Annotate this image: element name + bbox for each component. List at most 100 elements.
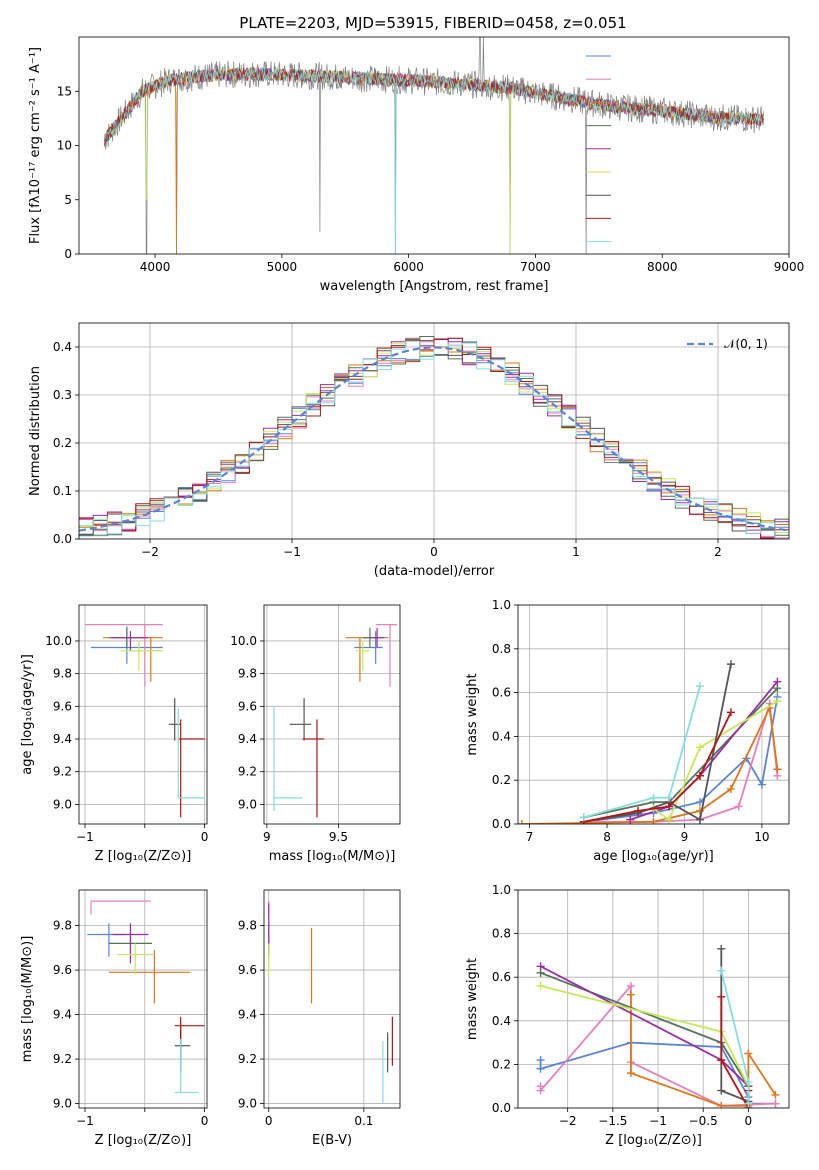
weight-marker	[734, 802, 743, 811]
x-tick-label: −1	[283, 545, 301, 559]
weight-marker	[717, 1086, 726, 1095]
x-tick-label: 2	[714, 545, 722, 559]
errorbar-point	[174, 1016, 205, 1060]
axes-frame	[263, 889, 401, 1109]
weight-line-5	[540, 985, 750, 1087]
y-tick-label: 0.3	[53, 388, 72, 402]
weight-marker	[717, 966, 726, 975]
y-tick-label: 9.2	[238, 1052, 257, 1066]
y-tick-label: 0.0	[492, 817, 511, 831]
x-tick-label: −0.5	[689, 1114, 718, 1128]
weight-marker	[634, 806, 643, 815]
y-tick-label: 0.4	[492, 729, 511, 743]
x-tick-label: 1	[572, 545, 580, 559]
panel-spectrum: 4000 5000 6000 7000 8000 9000 0 5 10 15 wavelength…	[28, 36, 805, 294]
errorbar-point	[84, 624, 163, 687]
errorbar-point	[117, 943, 154, 975]
weight-marker	[536, 1056, 545, 1065]
panel-residual-hist: −2 −1 0 1 2 0.0 0.1 0.2 0.3 0.4 (data-model)/error…	[28, 322, 790, 579]
weight-marker	[664, 793, 673, 802]
errorbar-point	[273, 706, 303, 811]
x-tick-label: 9	[681, 830, 689, 844]
x-tick-label: 0	[265, 1114, 273, 1128]
weight-marker	[726, 784, 735, 793]
model-spectrum-8	[104, 67, 764, 254]
legend-entry: 𝒩(0, 1)	[724, 337, 768, 351]
y-tick-label: 5	[64, 193, 72, 207]
x-axis-label: mass [log₁₀(M/M⊙)]	[269, 849, 396, 864]
panel-massweight-vs-age: 7 8 9 10 0.0 0.2 0.4 0.6 0.8 1.0 age [log₁₀(age/yr…	[465, 598, 790, 864]
y-tick-label: 0.4	[492, 1014, 511, 1028]
y-tick-label: 9.6	[238, 963, 257, 977]
y-tick-label: 9.8	[53, 919, 72, 933]
y-tick-label: 0.0	[53, 532, 72, 546]
chart-layer: 4000 5000 6000 7000 8000 9000051015wavelength…	[20, 36, 805, 1148]
errorbar-point	[174, 1023, 191, 1073]
weight-marker	[626, 990, 635, 999]
y-tick-label: 0.2	[492, 773, 511, 787]
x-tick-label: 0	[430, 545, 438, 559]
weight-marker	[664, 815, 673, 824]
x-axis-label: Z [log₁₀(Z/Z⊙)]	[605, 1133, 702, 1148]
errorbar-point	[177, 707, 205, 799]
y-tick-label: 0.8	[492, 927, 511, 941]
histogram-7	[79, 337, 789, 539]
y-tick-label: 0.2	[492, 1057, 511, 1071]
x-tick-label: 9000	[774, 260, 805, 274]
y-tick-label: 9.8	[238, 667, 257, 681]
y-tick-label: 9.2	[53, 1052, 72, 1066]
y-tick-label: 9.4	[238, 1008, 257, 1022]
panel-mass-vs-ebv: 0 0.1 9.0 9.2 9.4 9.6 9.8 E(B-V)	[238, 889, 401, 1148]
x-tick-label: 8000	[647, 260, 678, 274]
weight-marker	[773, 697, 782, 706]
errorbar-point	[112, 923, 149, 964]
y-tick-label: 10.0	[230, 634, 257, 648]
y-tick-label: 9.4	[238, 732, 257, 746]
plot-area	[264, 890, 400, 1108]
x-tick-label: −1	[76, 830, 94, 844]
x-axis-label: age [log₁₀(age/yr)]	[593, 849, 714, 864]
y-tick-label: 9.0	[238, 797, 257, 811]
y-axis-label: mass [log₁₀(M/M⊙)]	[20, 936, 35, 1063]
weight-line-3	[583, 687, 779, 819]
x-axis-label: wavelength [Angstrom, rest frame]	[320, 279, 549, 294]
weight-marker	[771, 1090, 780, 1099]
plot-area	[79, 605, 207, 824]
y-tick-label: 10.0	[45, 634, 72, 648]
x-axis-label: Z [log₁₀(Z/Z⊙)]	[95, 849, 192, 864]
plot-area	[79, 890, 207, 1108]
weight-line-2	[630, 994, 777, 1107]
weight-marker	[726, 660, 735, 669]
weight-marker	[536, 1086, 545, 1095]
y-tick-label: 9.0	[238, 1097, 257, 1111]
x-tick-label: −1.5	[598, 1114, 627, 1128]
plot-area	[264, 605, 400, 824]
axes-frame	[78, 604, 208, 825]
axes-frame	[78, 322, 790, 540]
x-tick-label: 9	[263, 830, 271, 844]
panel-mass-vs-Z: −1 0 9.0 9.2 9.4 9.6 9.8 Z [log₁₀(Z/Z⊙)] mass [l…	[20, 889, 209, 1148]
observed-spectrum	[104, 37, 764, 254]
y-tick-label: 9.2	[238, 765, 257, 779]
model-spectrum-2	[104, 66, 764, 254]
panel-age-vs-Z: −1 0 9.0 9.2 9.4 9.6 9.8 10.0 Z [log₁₀(Z/Z⊙)] age…	[20, 604, 208, 864]
weight-marker	[695, 771, 704, 780]
plot-area	[104, 37, 764, 254]
weight-marker	[717, 992, 726, 1001]
x-tick-label: 0	[201, 1114, 209, 1128]
y-tick-label: 1.0	[492, 883, 511, 897]
weight-marker	[744, 1077, 753, 1086]
errorbar-point	[345, 637, 389, 682]
axes-frame	[517, 604, 790, 825]
x-tick-label: 7000	[520, 260, 551, 274]
errorbar-point	[87, 923, 127, 957]
figure-title: PLATE=2203, MJD=53915, FIBERID=0458, z=0…	[239, 14, 626, 32]
weight-marker	[717, 1101, 726, 1108]
plot-area	[79, 323, 789, 539]
errorbar-point	[355, 640, 370, 671]
weight-line-0	[583, 696, 779, 823]
y-tick-label: 0.4	[53, 340, 72, 354]
y-tick-label: 9.6	[238, 699, 257, 713]
x-tick-label: 6000	[393, 260, 424, 274]
